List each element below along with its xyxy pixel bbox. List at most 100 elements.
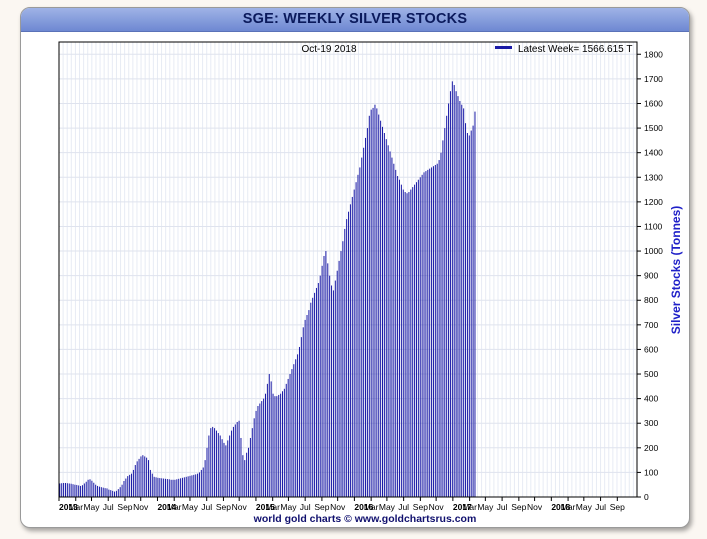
bar xyxy=(304,319,306,497)
bar xyxy=(359,167,361,497)
x-tick-label: Sep xyxy=(117,502,132,512)
bar xyxy=(270,381,272,497)
bar xyxy=(457,96,459,498)
bar xyxy=(161,478,163,497)
bar xyxy=(181,477,183,497)
bar xyxy=(382,126,384,497)
x-tick-label: Jul xyxy=(201,502,212,512)
bar xyxy=(163,478,165,497)
bar xyxy=(448,103,450,498)
bar xyxy=(108,489,110,497)
y-tick-label: 700 xyxy=(644,320,658,330)
bar xyxy=(85,481,87,497)
y-tick-label: 0 xyxy=(644,492,649,502)
bar xyxy=(68,483,70,497)
bar xyxy=(132,469,134,497)
bar xyxy=(295,359,297,497)
bar xyxy=(446,115,448,497)
bar xyxy=(434,164,436,498)
bar xyxy=(80,485,82,497)
bar xyxy=(363,147,365,497)
bar xyxy=(148,460,150,497)
bar xyxy=(78,485,80,497)
bar xyxy=(366,128,368,497)
bar xyxy=(357,174,359,498)
y-tick-label: 1500 xyxy=(644,123,663,133)
bar xyxy=(338,260,340,497)
x-tick-label: Sep xyxy=(216,502,231,512)
plot-frame xyxy=(58,41,638,498)
bar xyxy=(319,275,321,497)
x-tick-label: Mar xyxy=(167,502,182,512)
bar xyxy=(157,477,159,497)
x-tick-label: Jul xyxy=(398,502,409,512)
bar xyxy=(125,478,127,497)
bar xyxy=(410,189,412,497)
bar xyxy=(325,251,327,497)
bar xyxy=(123,481,125,497)
x-tick-label: May xyxy=(576,502,593,512)
plot-background xyxy=(58,41,638,498)
bar xyxy=(151,473,153,497)
bar xyxy=(365,137,367,497)
bar xyxy=(385,139,387,497)
bar xyxy=(298,346,300,497)
bar xyxy=(310,302,312,497)
y-tick-label: 200 xyxy=(644,443,658,453)
bar xyxy=(63,482,65,497)
x-tick-label-year: 2017 xyxy=(453,502,472,512)
bar xyxy=(202,467,204,497)
bar xyxy=(180,478,182,497)
bar xyxy=(172,479,174,497)
bar xyxy=(417,179,419,497)
legend-label: Latest Week= 1566.615 T xyxy=(518,44,632,55)
bar xyxy=(253,418,255,497)
bar xyxy=(348,211,350,497)
bar xyxy=(119,487,121,497)
bar xyxy=(227,440,229,497)
bar xyxy=(155,477,157,497)
x-tick-label: Nov xyxy=(330,502,346,512)
x-tick-label: Nov xyxy=(527,502,543,512)
bar xyxy=(229,435,231,497)
bar xyxy=(285,383,287,497)
bar xyxy=(104,488,106,497)
bar xyxy=(331,285,333,497)
bar xyxy=(459,101,461,497)
bar xyxy=(112,490,114,497)
y-tick-label: 800 xyxy=(644,295,658,305)
bar xyxy=(474,111,476,498)
y-tick-label: 400 xyxy=(644,394,658,404)
bar xyxy=(98,486,100,497)
y-tick-label: 1200 xyxy=(644,197,663,207)
bar xyxy=(164,478,166,497)
bar xyxy=(412,187,414,498)
bar xyxy=(472,125,474,498)
bar xyxy=(178,478,180,497)
x-tick-label: Sep xyxy=(314,502,329,512)
date-label: Oct-19 2018 xyxy=(301,44,356,55)
y-tick-label: 1800 xyxy=(644,49,663,59)
x-tick-label: Mar xyxy=(265,502,280,512)
bar xyxy=(206,447,208,497)
x-tick-label-year: 2013 xyxy=(59,502,78,512)
bar xyxy=(134,465,136,497)
bar xyxy=(283,388,285,497)
y-tick-label: 1400 xyxy=(644,148,663,158)
bar xyxy=(146,457,148,497)
bar xyxy=(221,439,223,497)
bar xyxy=(278,394,280,497)
bar xyxy=(391,157,393,497)
bar xyxy=(389,151,391,497)
bar xyxy=(138,458,140,497)
x-tick-label: Nov xyxy=(429,502,445,512)
bar xyxy=(281,391,283,497)
bar xyxy=(268,374,270,497)
bar xyxy=(468,135,470,497)
bar xyxy=(110,490,112,497)
bar xyxy=(346,219,348,497)
bar xyxy=(106,488,108,497)
bar xyxy=(266,383,268,497)
bar xyxy=(142,455,144,497)
bar xyxy=(121,484,123,497)
